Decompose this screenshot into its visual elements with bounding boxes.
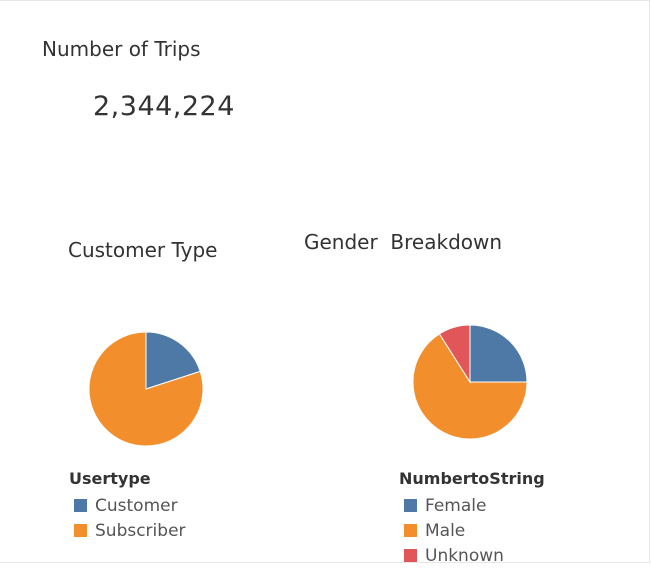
pie-slice-female[interactable]	[469, 324, 528, 383]
legend-item-unknown[interactable]: Unknown	[399, 543, 545, 568]
usertype-legend: Usertype Customer Subscriber	[69, 469, 186, 543]
legend-item-female[interactable]: Female	[399, 493, 545, 518]
customer-type-title: Customer Type	[68, 238, 218, 262]
pie-slice-subscriber[interactable]	[88, 331, 204, 447]
legend-swatch	[74, 524, 87, 537]
legend-item-customer[interactable]: Customer	[69, 493, 186, 518]
legend-label: Male	[425, 520, 466, 541]
legend-swatch	[74, 499, 87, 512]
pie-slice-male[interactable]	[412, 333, 528, 440]
gender-breakdown-pie[interactable]	[412, 324, 528, 440]
legend-swatch	[404, 499, 417, 512]
pie-slice-customer[interactable]	[145, 331, 201, 390]
gender-legend: NumbertoString Female Male Unknown	[399, 469, 545, 568]
legend-item-subscriber[interactable]: Subscriber	[69, 518, 186, 543]
legend-item-male[interactable]: Male	[399, 518, 545, 543]
legend-label: Unknown	[425, 545, 504, 566]
gender-breakdown-title: Gender Breakdown	[304, 230, 503, 254]
pie-slice-unknown[interactable]	[438, 324, 471, 384]
legend-swatch	[404, 549, 417, 562]
kpi-title: Number of Trips	[42, 37, 201, 61]
customer-type-pie[interactable]	[88, 331, 204, 447]
kpi-value: 2,344,224	[93, 91, 235, 122]
legend-swatch	[404, 524, 417, 537]
legend-label: Female	[425, 495, 487, 516]
legend-title: NumbertoString	[399, 469, 545, 488]
legend-title: Usertype	[69, 469, 151, 488]
legend-label: Subscriber	[95, 520, 186, 541]
legend-label: Customer	[95, 495, 178, 516]
